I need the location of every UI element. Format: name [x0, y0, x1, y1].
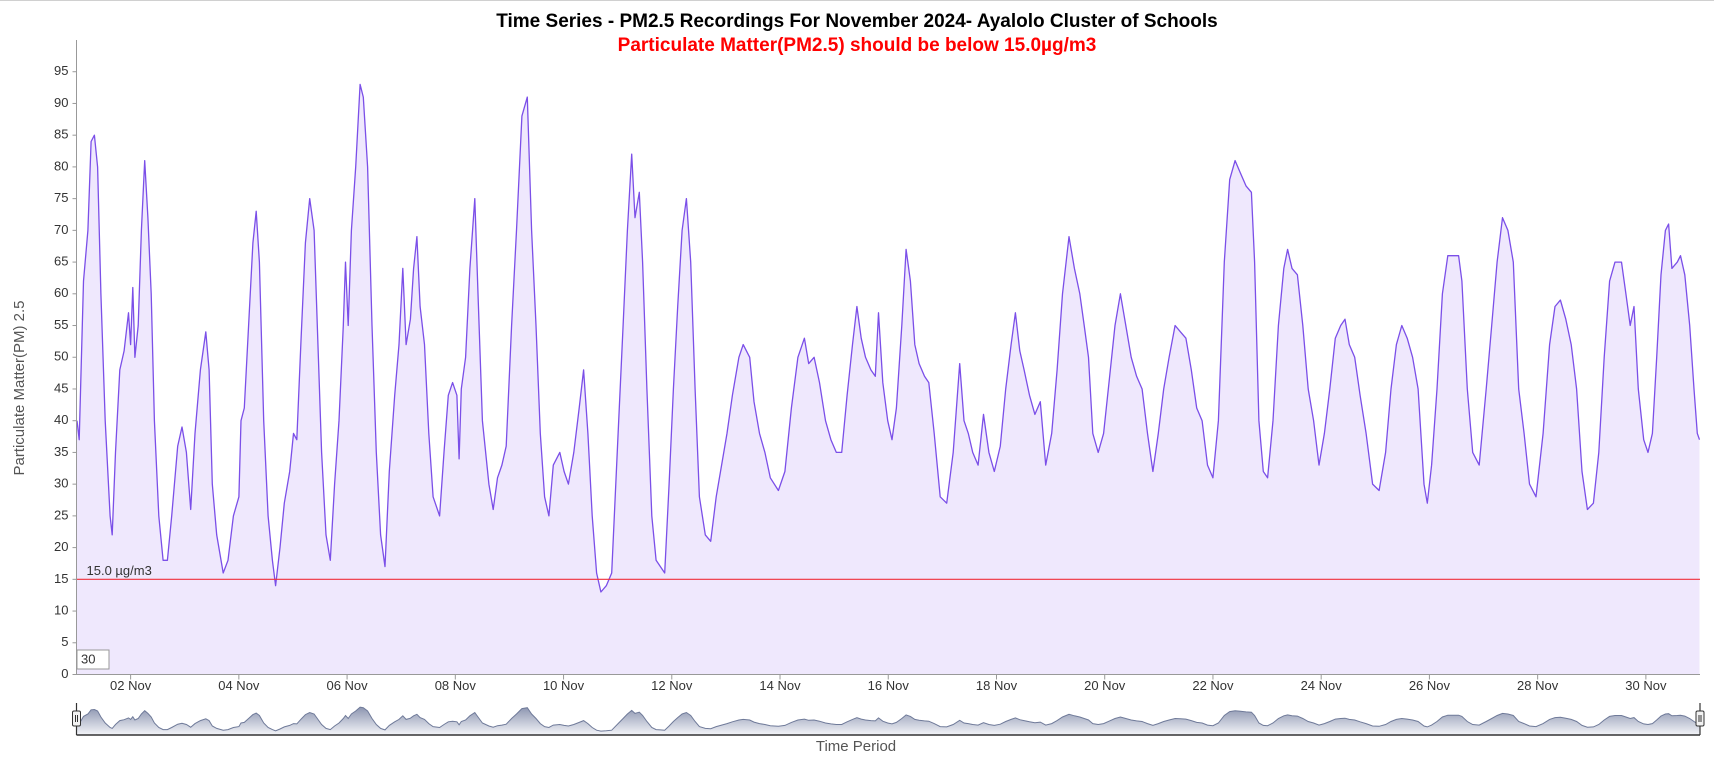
navigator-area — [77, 707, 1700, 735]
x-tick-label: 24 Nov — [1301, 678, 1343, 693]
y-tick-label: 70 — [54, 222, 68, 237]
y-tick-label: 65 — [54, 254, 68, 269]
x-tick-label: 18 Nov — [976, 678, 1018, 693]
chart-subtitle: Particulate Matter(PM2.5) should be belo… — [618, 35, 1097, 56]
y-tick-label: 85 — [54, 127, 68, 142]
y-tick-label: 50 — [54, 349, 68, 364]
y-tick-label: 40 — [54, 412, 68, 427]
x-tick-label: 28 Nov — [1517, 678, 1559, 693]
threshold-label: 15.0 µg/m3 — [87, 563, 152, 578]
navigator-line — [76, 706, 1700, 732]
navigator-handle[interactable] — [72, 710, 81, 727]
x-tick-label: 10 Nov — [543, 678, 585, 693]
chart-title: Time Series - PM2.5 Recordings For Novem… — [496, 11, 1218, 32]
plot-area: 15.0 µg/m3 — [76, 83, 1701, 675]
x-axis-title: Time Period — [816, 738, 896, 755]
x-tick-label: 22 Nov — [1192, 678, 1234, 693]
y-tick-label: 90 — [54, 95, 68, 110]
y-tick-label: 5 — [61, 634, 68, 649]
x-tick-label: 20 Nov — [1084, 678, 1126, 693]
y-tick-label: 0 — [61, 666, 68, 681]
x-tick-label: 08 Nov — [435, 678, 477, 693]
x-tick-label: 16 Nov — [868, 678, 910, 693]
x-tick-label: 14 Nov — [759, 678, 801, 693]
y-axis-title: Particulate Matter(PM) 2.5 — [11, 300, 28, 475]
area-fill — [77, 84, 1700, 675]
y-tick-label: 95 — [54, 63, 68, 78]
series-line — [76, 83, 1701, 593]
y-tick-label: 55 — [54, 317, 68, 332]
y-tick-label: 10 — [54, 602, 68, 617]
y-tick-label: 60 — [54, 285, 68, 300]
axes: 0 5 10 15 20 25 30 35 40 45 50 55 60 65 70 75 80 85 90 95 02… — [54, 40, 1700, 693]
navigator[interactable] — [72, 703, 1705, 736]
x-tick-label: 12 Nov — [651, 678, 693, 693]
y-tick-label: 30 — [54, 476, 68, 491]
range-input[interactable]: 30 — [81, 651, 95, 666]
x-tick-label: 04 Nov — [218, 678, 260, 693]
y-tick-label: 80 — [54, 158, 68, 173]
x-tick-label: 02 Nov — [110, 678, 152, 693]
y-tick-label: 25 — [54, 507, 68, 522]
x-tick-label: 26 Nov — [1409, 678, 1451, 693]
x-tick-label: 06 Nov — [326, 678, 368, 693]
y-tick-label: 35 — [54, 444, 68, 459]
y-tick-label: 75 — [54, 190, 68, 205]
x-tick-label: 30 Nov — [1625, 678, 1667, 693]
y-tick-label: 45 — [54, 380, 68, 395]
range-input-box[interactable] — [76, 649, 110, 670]
navigator-handle[interactable] — [1695, 710, 1705, 727]
y-tick-label: 15 — [54, 571, 68, 586]
y-tick-label: 20 — [54, 539, 68, 554]
